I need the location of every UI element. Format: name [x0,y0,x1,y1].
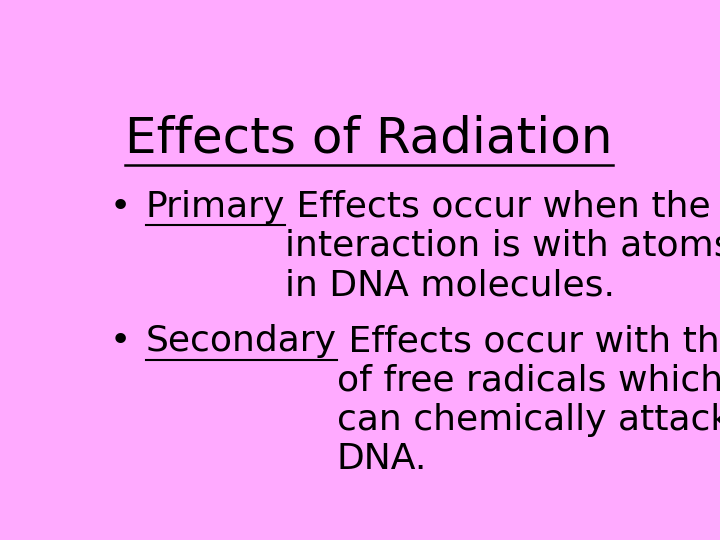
Text: Secondary: Secondary [145,324,337,358]
Text: Primary: Primary [145,190,285,224]
Text: Effects of Radiation: Effects of Radiation [125,114,613,163]
Text: •: • [110,190,131,224]
Text: Effects occur when the initial
interaction is with atoms in cells like those
in : Effects occur when the initial interacti… [285,190,720,302]
Text: Effects occur with the formation
of free radicals which are very reactive and
ca: Effects occur with the formation of free… [337,324,720,476]
Text: •: • [110,324,131,358]
